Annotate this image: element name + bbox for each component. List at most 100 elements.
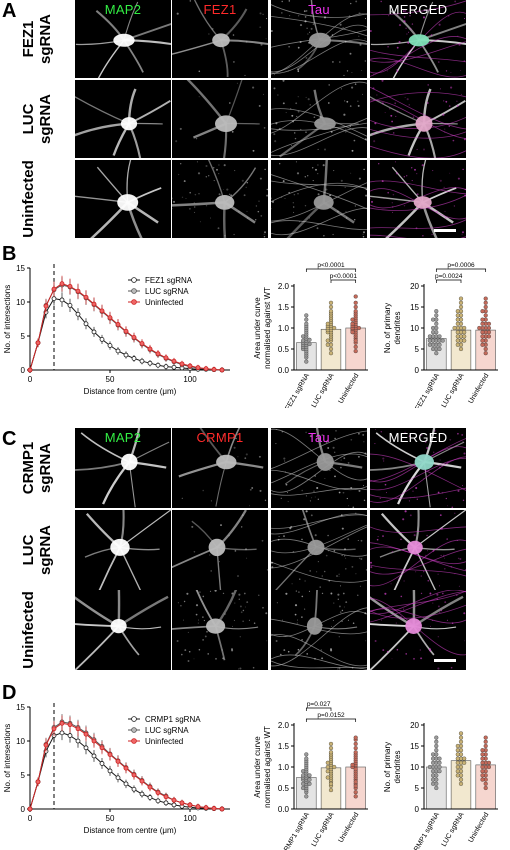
punctum <box>404 10 407 12</box>
x-tick-label: 100 <box>183 375 197 384</box>
punctum <box>444 131 446 133</box>
punctum <box>297 15 300 17</box>
data-point <box>304 794 309 799</box>
punctum <box>245 548 247 551</box>
neuron-soma <box>120 117 138 131</box>
data-point <box>434 739 439 744</box>
punctum <box>406 98 409 101</box>
p-value-label: p=0.0006 <box>447 262 475 269</box>
punctum <box>439 466 441 469</box>
data-point <box>458 739 464 744</box>
punctum <box>209 554 211 556</box>
punctum <box>217 227 220 230</box>
data-point <box>325 769 330 774</box>
punctum <box>457 432 459 435</box>
data-point <box>480 321 485 326</box>
row-label: Uninfected <box>20 160 37 238</box>
data-point <box>83 745 89 751</box>
punctum <box>220 524 222 527</box>
data-point <box>353 338 358 343</box>
punctum <box>381 80 384 82</box>
punctum <box>372 133 375 136</box>
punctum <box>208 33 210 35</box>
punctum <box>245 186 247 189</box>
axon-process <box>370 487 466 499</box>
data-point <box>163 355 169 361</box>
punctum <box>334 437 336 440</box>
data-point <box>353 300 358 305</box>
punctum <box>275 640 278 642</box>
neuron-image <box>175 80 266 158</box>
punctum <box>301 639 303 641</box>
punctum <box>245 40 248 43</box>
category-label: CRMP1 sgRNA <box>411 811 442 850</box>
punctum <box>364 18 367 20</box>
row-label: LUC sgRNA <box>20 525 54 576</box>
data-point <box>431 756 436 761</box>
punctum <box>297 70 300 73</box>
data-point <box>59 297 65 303</box>
data-point <box>458 777 464 782</box>
data-point <box>91 738 97 744</box>
data-point <box>139 778 145 784</box>
punctum <box>206 630 208 633</box>
punctum <box>305 96 307 98</box>
punctum <box>332 446 335 449</box>
punctum <box>374 443 376 445</box>
data-point <box>455 338 460 343</box>
data-point <box>195 365 201 371</box>
punctum <box>440 554 442 557</box>
data-point <box>131 334 137 340</box>
y-axis-label: normalised against WT <box>263 287 272 369</box>
data-point <box>163 364 169 369</box>
punctum <box>310 27 313 30</box>
punctum <box>179 127 182 130</box>
data-point <box>35 340 41 346</box>
punctum <box>291 144 293 146</box>
punctum <box>427 84 429 86</box>
data-point <box>304 317 309 322</box>
y-tick-label: 15 <box>16 703 25 712</box>
punctum <box>271 561 273 564</box>
data-point <box>83 321 89 327</box>
punctum <box>237 456 239 458</box>
data-point <box>328 351 334 356</box>
neuron-soma <box>405 618 422 634</box>
data-point <box>431 781 436 786</box>
punctum <box>199 221 201 223</box>
punctum <box>309 570 312 572</box>
punctum <box>266 640 268 642</box>
punctum <box>442 606 444 608</box>
dendrite-process <box>119 510 171 548</box>
punctum <box>340 88 342 90</box>
punctum <box>422 570 425 573</box>
punctum <box>297 110 300 113</box>
punctum <box>437 491 440 494</box>
punctum <box>243 592 246 595</box>
punctum <box>386 492 387 494</box>
data-point <box>431 752 436 757</box>
punctum <box>406 175 408 177</box>
punctum <box>464 640 466 642</box>
data-point <box>325 321 330 326</box>
punctum <box>242 609 245 612</box>
punctum <box>278 127 281 130</box>
category-label: Uninfected <box>338 811 361 844</box>
data-point <box>107 315 113 321</box>
axon-process <box>370 546 466 564</box>
x-tick-label: 0 <box>28 375 33 384</box>
punctum <box>198 193 200 195</box>
punctum <box>452 139 455 142</box>
punctum <box>245 453 248 456</box>
punctum <box>456 104 459 107</box>
punctum <box>350 2 352 5</box>
axon-process <box>271 174 367 210</box>
punctum <box>265 612 268 615</box>
punctum <box>358 12 361 15</box>
punctum <box>439 179 442 182</box>
neuron-soma <box>110 619 127 634</box>
punctum <box>314 475 317 477</box>
punctum <box>365 194 367 197</box>
punctum <box>281 619 283 621</box>
punctum <box>435 210 439 213</box>
